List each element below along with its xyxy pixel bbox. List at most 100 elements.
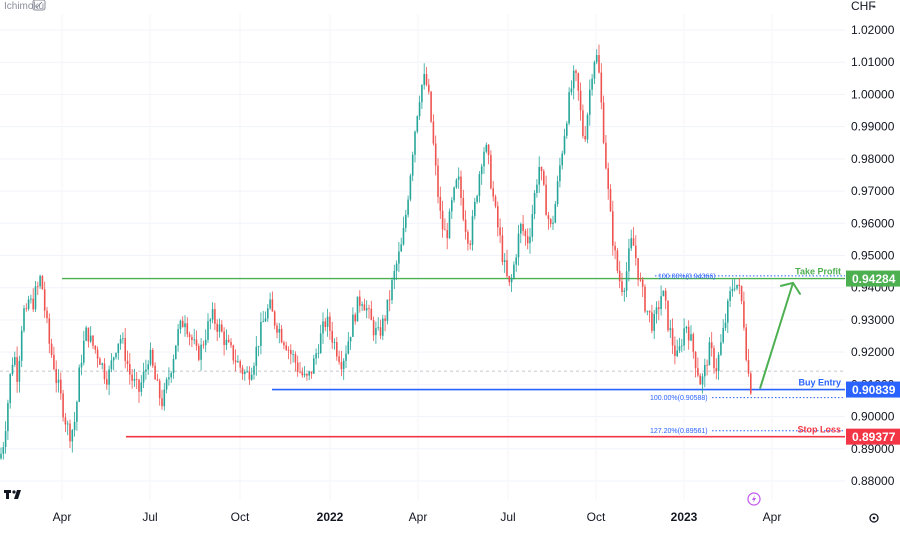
candle	[704, 358, 706, 388]
candle	[71, 429, 74, 453]
candle	[506, 249, 508, 279]
candle	[287, 346, 290, 360]
candle	[660, 285, 662, 316]
candle	[738, 278, 741, 295]
candle	[260, 312, 262, 355]
currency-label: CHF	[851, 0, 876, 13]
candle	[651, 304, 653, 334]
chart-settings-gear-icon[interactable]	[869, 513, 879, 523]
candle	[356, 296, 359, 322]
candle	[241, 364, 244, 380]
candle	[112, 356, 115, 371]
candle	[177, 323, 179, 352]
candle	[421, 84, 423, 110]
candle	[191, 334, 193, 348]
candle	[644, 284, 646, 314]
candle	[533, 190, 536, 220]
y-tick-label: 0.98000	[851, 152, 895, 166]
candle	[62, 389, 64, 422]
candle	[446, 222, 448, 250]
candle	[708, 337, 711, 366]
candle	[540, 166, 543, 181]
candle	[536, 179, 538, 198]
fib-level-label: 100.00%(0.94366)	[658, 273, 716, 280]
candle	[211, 302, 214, 324]
candle	[713, 345, 715, 374]
candle	[478, 171, 481, 203]
candle	[501, 227, 504, 266]
candle	[280, 324, 283, 344]
lightning-icon[interactable]	[747, 492, 761, 506]
candle	[529, 228, 531, 254]
candle	[508, 275, 511, 287]
candle	[372, 316, 375, 341]
candle	[745, 323, 747, 362]
candle	[184, 315, 186, 337]
candle	[324, 317, 327, 332]
candle	[628, 238, 630, 282]
x-tick-label: Jul	[142, 510, 157, 524]
candle	[237, 355, 239, 363]
candle	[483, 147, 485, 174]
candle	[27, 295, 30, 311]
candle	[674, 336, 676, 365]
candle	[400, 237, 402, 252]
candle	[80, 354, 83, 376]
candle	[283, 340, 285, 350]
candle	[175, 345, 177, 360]
candle	[161, 389, 163, 410]
candle	[66, 420, 69, 436]
candle	[290, 344, 292, 365]
svg-text:0.89377: 0.89377	[852, 430, 896, 444]
candle	[285, 341, 287, 351]
candle	[418, 95, 421, 120]
candle	[487, 143, 490, 165]
candle	[0, 447, 2, 460]
candle	[25, 303, 28, 312]
candle	[524, 228, 527, 246]
candle	[671, 318, 674, 354]
candle	[14, 351, 16, 367]
candle	[653, 309, 655, 339]
candle	[145, 359, 147, 380]
candle	[584, 126, 586, 143]
candle	[20, 325, 23, 367]
candle	[172, 354, 175, 379]
candle	[480, 163, 483, 185]
candle	[262, 310, 264, 323]
candle	[214, 302, 216, 331]
candle	[434, 135, 437, 176]
candle	[248, 366, 251, 385]
candle	[678, 337, 681, 353]
candle	[600, 63, 603, 110]
trade-levels: 100.00%(0.94366) 100.00%(0.90588) 127.20%(…	[0, 273, 845, 438]
candle	[547, 211, 550, 230]
candle	[386, 299, 389, 325]
candle	[315, 348, 317, 365]
candle	[342, 358, 345, 380]
candle	[46, 306, 48, 324]
candle	[414, 130, 416, 163]
candle	[271, 291, 274, 312]
candle	[699, 373, 701, 385]
candle	[701, 373, 704, 394]
candle	[246, 366, 248, 373]
settings-toggle[interactable]	[32, 0, 46, 11]
candle	[382, 314, 384, 341]
candle	[393, 264, 396, 290]
candle	[690, 325, 692, 342]
candle	[706, 359, 708, 376]
candle	[388, 290, 391, 312]
currency-menu-icon[interactable]: -	[872, 0, 876, 13]
candle	[4, 421, 7, 454]
candle	[147, 360, 149, 375]
candle	[349, 336, 352, 350]
candle	[264, 311, 267, 322]
x-tick-label: Apr	[409, 510, 428, 524]
candle	[439, 186, 442, 219]
candle	[423, 63, 425, 90]
candle	[322, 312, 324, 344]
candle	[641, 277, 644, 298]
candle	[11, 357, 14, 376]
candle	[648, 310, 651, 323]
